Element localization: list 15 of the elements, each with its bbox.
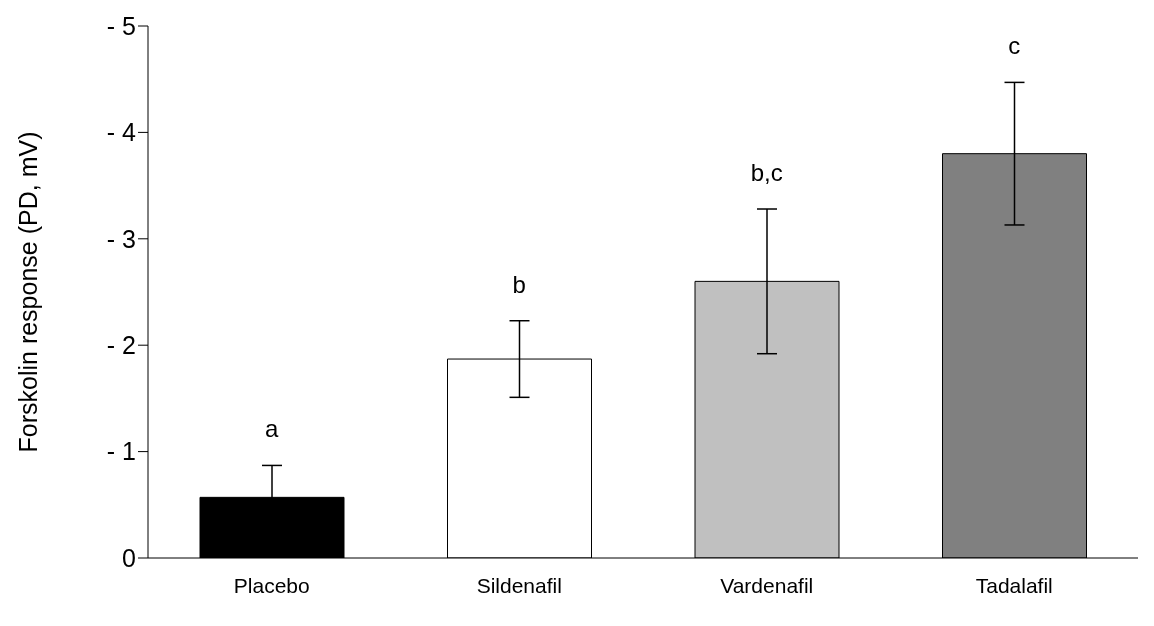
annotation: c <box>1008 32 1021 60</box>
x-tick-label: Vardenafil <box>720 573 814 597</box>
x-tick-label: Sildenafil <box>476 573 562 597</box>
y-tick-label: - 1 <box>106 437 136 466</box>
y-tick-label: 0 <box>122 543 136 572</box>
y-tick-label: - 4 <box>106 118 137 147</box>
y-tick-label: - 3 <box>106 224 136 253</box>
annotation: b <box>512 270 526 298</box>
y-axis-title: Forskolin response (PD, mV) <box>13 131 42 453</box>
y-tick-label: - 5 <box>106 11 136 40</box>
annotation: a <box>265 415 280 443</box>
x-tick-label: Placebo <box>233 573 310 597</box>
annotation: b,c <box>750 159 783 187</box>
x-tick-label: Tadalafil <box>975 573 1053 597</box>
y-tick-label: - 2 <box>106 331 136 360</box>
